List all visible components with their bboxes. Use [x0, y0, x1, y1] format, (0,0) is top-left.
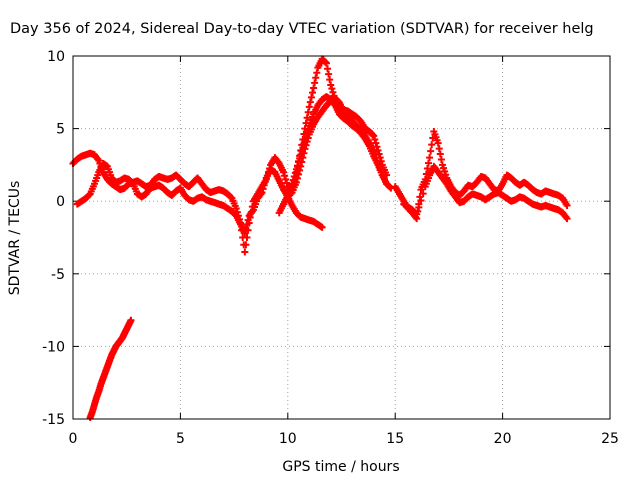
data-point [371, 135, 379, 143]
data-point [304, 125, 312, 133]
x-axis-label: GPS time / hours [282, 459, 399, 475]
data-point [241, 248, 249, 256]
series-early-descent [86, 316, 135, 422]
chart-title: Day 356 of 2024, Sidereal Day-to-day VTE… [10, 21, 594, 37]
data-point [241, 229, 249, 237]
data-point [370, 132, 378, 140]
data-point [310, 84, 318, 92]
data-point [128, 179, 136, 187]
data-point [419, 190, 427, 198]
x-tick-label: 15 [386, 431, 404, 447]
data-point [291, 169, 299, 177]
data-point [301, 136, 309, 144]
data-point [427, 147, 435, 155]
data-point [242, 225, 250, 233]
data-point [311, 79, 319, 87]
data-point [326, 76, 334, 84]
data-point [298, 147, 306, 155]
data-point [415, 203, 423, 211]
data-point [292, 165, 300, 173]
data-point [563, 215, 571, 223]
data-point [85, 191, 93, 199]
data-point [127, 316, 135, 324]
data-point [290, 173, 298, 181]
x-tick-label: 5 [176, 431, 185, 447]
x-tick-label: 25 [601, 431, 619, 447]
grid-lines [73, 56, 610, 419]
data-point [413, 210, 421, 218]
data-point [282, 175, 290, 183]
data-point [328, 85, 336, 93]
data-point [242, 241, 250, 249]
x-tick-label: 0 [69, 431, 78, 447]
data-point [243, 234, 251, 241]
data-point [325, 70, 333, 78]
data-point [318, 223, 326, 231]
data-point [295, 158, 303, 166]
data-point [305, 103, 313, 111]
data-point [227, 193, 235, 201]
data-point [329, 88, 337, 96]
series-third-track [275, 93, 395, 217]
series-late-b [400, 162, 571, 223]
data-point [296, 154, 304, 162]
series-short-segment [284, 193, 326, 231]
data-point [436, 150, 444, 158]
data-point [300, 140, 308, 148]
data-point [261, 178, 269, 186]
x-tick-label: 10 [279, 431, 297, 447]
y-tick-label: 0 [56, 194, 65, 210]
data-point [289, 176, 297, 184]
data-point [304, 108, 312, 116]
data-point [306, 98, 314, 106]
data-point [563, 202, 571, 210]
plot-frame [72, 55, 611, 420]
data-point [281, 172, 289, 180]
data-point [280, 168, 288, 176]
data-point [303, 129, 311, 137]
series-late-a [391, 128, 571, 223]
data-point [324, 65, 332, 73]
data-point [428, 141, 436, 149]
data-point [259, 185, 267, 193]
data-point [369, 131, 377, 139]
data-point [312, 74, 320, 82]
data-point [243, 220, 251, 228]
data-point [412, 209, 420, 217]
data-point [327, 81, 335, 89]
data-point [244, 216, 252, 224]
data-point [302, 133, 310, 141]
data-point [426, 154, 434, 162]
data-point [372, 139, 380, 147]
data-point [435, 145, 443, 153]
data-point [322, 59, 330, 67]
y-tick-label: 5 [56, 122, 65, 138]
data-point [309, 89, 317, 97]
data-point [297, 151, 305, 159]
y-tick-label: -5 [51, 267, 65, 283]
y-tick-label: -15 [42, 412, 65, 428]
data-point [232, 204, 240, 212]
data-point [293, 162, 301, 170]
data-point [424, 159, 432, 167]
series-main [69, 55, 391, 256]
data-point [313, 69, 321, 77]
y-tick-label: 10 [47, 49, 65, 65]
y-axis-label: SDTVAR / TECUs [7, 181, 23, 296]
x-tick-label: 20 [494, 431, 512, 447]
data-point [288, 180, 296, 188]
data-point [299, 143, 307, 151]
data-point [417, 196, 425, 204]
data-point [258, 188, 266, 196]
data-point [437, 155, 445, 163]
data-point [260, 181, 268, 189]
data-point [307, 93, 315, 101]
data-points [69, 55, 571, 422]
y-tick-label: -10 [42, 339, 65, 355]
x-axis: 0 5 10 15 20 25 [69, 56, 619, 447]
data-point [321, 58, 329, 66]
data-point [434, 139, 442, 147]
